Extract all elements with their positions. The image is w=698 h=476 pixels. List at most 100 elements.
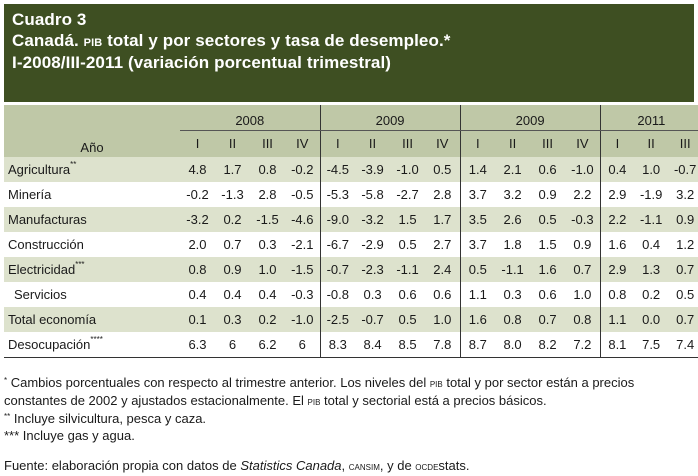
table-cell: 0.5: [425, 157, 461, 182]
table-cell: 7.8: [425, 332, 461, 358]
quarter-header: II: [495, 130, 531, 157]
table-cell: 0.5: [530, 207, 566, 232]
table-cell: 7.5: [634, 332, 669, 358]
table-cell: -0.3: [285, 282, 321, 307]
source-note: Fuente: elaboración propia con datos de …: [4, 458, 470, 473]
year-2009b-header: 2009: [459, 105, 601, 131]
table-row: Manufacturas -3.2 0.2 -1.5 -4.6 -9.0 -3.2 1.5 1.…: [4, 207, 698, 232]
table-subtitle: I-2008/III-2011 (variación porcentual tr…: [12, 53, 392, 72]
table-cell: 0.2: [215, 207, 250, 232]
table-cell: 0.4: [250, 282, 285, 307]
table-cell: 2.6: [495, 207, 531, 232]
table-cell: -0.2: [285, 157, 321, 182]
table-cell: 7.4: [668, 332, 698, 358]
table-cell: 1.3: [634, 257, 669, 282]
table-cell: 0.5: [668, 282, 698, 307]
table-cell: 0.8: [495, 307, 531, 332]
table-cell: 3.7: [459, 232, 496, 257]
table-cell: 0.4: [215, 282, 250, 307]
table-cell: 1.0: [634, 157, 669, 182]
table-cell: 0.8: [180, 257, 215, 282]
table-cell: 0.2: [634, 282, 669, 307]
table-cell: -0.2: [180, 182, 215, 207]
table-cell: -2.1: [285, 232, 321, 257]
table-row: Minería -0.2 -1.3 2.8 -0.5 -5.3 -5.8 -2.7 2.8 3.7…: [4, 182, 698, 207]
table-row: Agricultura** 4.8 1.7 0.8 -0.2 -4.5 -3.9 -1.0 0.…: [4, 157, 698, 182]
table-cell: 1.5: [390, 207, 426, 232]
table-cell: -1.0: [285, 307, 321, 332]
table-cell: 1.0: [250, 257, 285, 282]
row-label: Agricultura**: [4, 157, 180, 182]
table-cell: -2.3: [355, 257, 391, 282]
table-cell: -0.5: [285, 182, 321, 207]
data-table: Año 2008 2009 2009 2011 I II III IV I II…: [4, 105, 698, 358]
table-cell: -2.5: [319, 307, 356, 332]
table-cell: 0.3: [215, 307, 250, 332]
table-cell: 0.4: [634, 232, 669, 257]
table-title: Canadá. pib total y por sectores y tasa …: [12, 31, 451, 50]
table-cell: 0.9: [215, 257, 250, 282]
table-cell: -0.7: [355, 307, 391, 332]
table-cell: 3.7: [459, 182, 496, 207]
year-2011-header: 2011: [599, 105, 698, 131]
table-cell: -0.3: [565, 207, 601, 232]
table-cell: 6: [215, 332, 250, 358]
table-cell: -5.8: [355, 182, 391, 207]
table-cell: 8.3: [319, 332, 356, 358]
table-cell: 1.6: [459, 307, 496, 332]
table-cell: 0.6: [530, 282, 566, 307]
year-2009-header: 2009: [319, 105, 461, 131]
table-cell: -1.0: [565, 157, 601, 182]
quarter-header: I: [599, 130, 635, 157]
note-3: *** Incluye gas y agua.: [4, 428, 135, 443]
table-cell: 0.7: [565, 257, 601, 282]
quarter-header: II: [355, 130, 391, 157]
quarter-header: IV: [425, 130, 461, 157]
table-cell: 8.4: [355, 332, 391, 358]
table-cell: -4.6: [285, 207, 321, 232]
table-cell: 2.0: [180, 232, 215, 257]
table-cell: 6: [285, 332, 321, 358]
quarter-header: I: [180, 130, 215, 157]
table-cell: 0.4: [599, 157, 635, 182]
table-cell: 1.6: [599, 232, 635, 257]
table-cell: 0.2: [250, 307, 285, 332]
table-cell: -2.7: [390, 182, 426, 207]
quarter-header: IV: [565, 130, 601, 157]
table-cell: 8.1: [599, 332, 635, 358]
row-label: Servicios: [4, 282, 180, 307]
table-cell: 2.7: [425, 232, 461, 257]
table-cell: 6.3: [180, 332, 215, 358]
table-cell: -1.1: [634, 207, 669, 232]
table-cell: 8.2: [530, 332, 566, 358]
row-label: Desocupación****: [4, 332, 180, 358]
table-cell: 8.0: [495, 332, 531, 358]
table-cell: -9.0: [319, 207, 356, 232]
row-label: Construcción: [4, 232, 180, 257]
table-cell: 1.5: [530, 232, 566, 257]
table-cell: 0.3: [355, 282, 391, 307]
quarter-header: III: [390, 130, 426, 157]
table-cell: 0.8: [565, 307, 601, 332]
table-cell: -6.7: [319, 232, 356, 257]
table-cell: 2.9: [599, 182, 635, 207]
table-cell: 3.2: [495, 182, 531, 207]
table-cell: 0.7: [668, 257, 698, 282]
year-header: Año: [4, 105, 180, 157]
table-cell: 1.0: [565, 282, 601, 307]
table-cell: 2.8: [250, 182, 285, 207]
table-cell: 1.8: [495, 232, 531, 257]
table-cell: 0.4: [180, 282, 215, 307]
table-cell: 2.4: [425, 257, 461, 282]
table-row: Servicios 0.4 0.4 0.4 -0.3 -0.8 0.3 0.6 0.6 1.1 0.…: [4, 282, 698, 307]
table-cell: 0.8: [599, 282, 635, 307]
row-label: Total economía: [4, 307, 180, 332]
table-cell: -1.1: [390, 257, 426, 282]
table-title-banner: Cuadro 3 Canadá. pib total y por sectore…: [4, 4, 694, 102]
table-number: Cuadro 3: [12, 10, 87, 29]
table-cell: 2.2: [599, 207, 635, 232]
table-row: Construcción 2.0 0.7 0.3 -2.1 -6.7 -2.9 0.5 2.7 3…: [4, 232, 698, 257]
table-cell: -1.0: [390, 157, 426, 182]
table-cell: 0.6: [390, 282, 426, 307]
row-label: Electricidad***: [4, 257, 180, 282]
